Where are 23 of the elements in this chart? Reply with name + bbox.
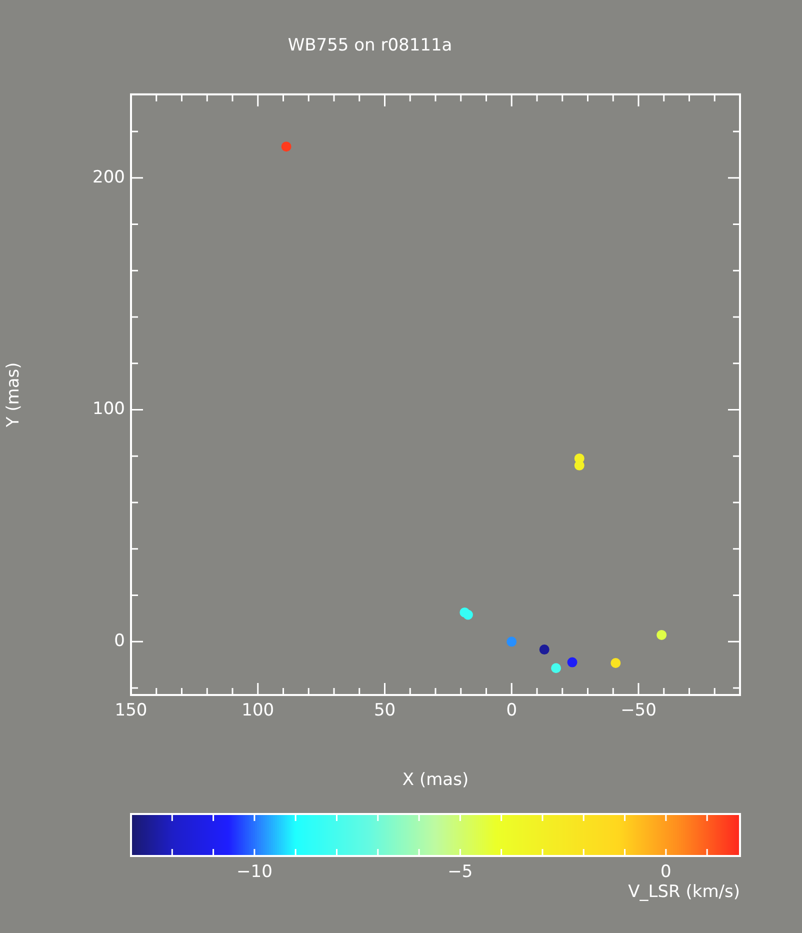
point xyxy=(281,142,292,152)
x-tick-label: −50 xyxy=(620,700,656,721)
x-tick-label: 0 xyxy=(506,700,518,721)
point xyxy=(610,658,621,668)
y-tick-label: 200 xyxy=(92,167,125,188)
color-bar-label: 0 xyxy=(660,862,672,882)
x-tick-label: 150 xyxy=(114,700,148,721)
point xyxy=(539,644,550,655)
point xyxy=(567,657,578,668)
x-axis-title: X (mas) xyxy=(402,770,469,790)
x-tick-label: 50 xyxy=(374,700,396,721)
y-tick-label: 0 xyxy=(114,631,125,652)
point xyxy=(656,630,667,640)
x-tick-label: 100 xyxy=(242,700,274,721)
chart-title: WB755 on r08111a xyxy=(288,36,452,56)
point xyxy=(551,663,562,674)
color-bar-label: −5 xyxy=(448,862,473,882)
point xyxy=(506,636,517,647)
y-axis-title: Y (mas) xyxy=(4,362,24,428)
point xyxy=(462,610,473,620)
y-tick-label: 100 xyxy=(92,399,125,420)
color-bar-title: V_LSR (km/s) xyxy=(628,882,740,902)
color-bar-label: −10 xyxy=(236,862,272,882)
